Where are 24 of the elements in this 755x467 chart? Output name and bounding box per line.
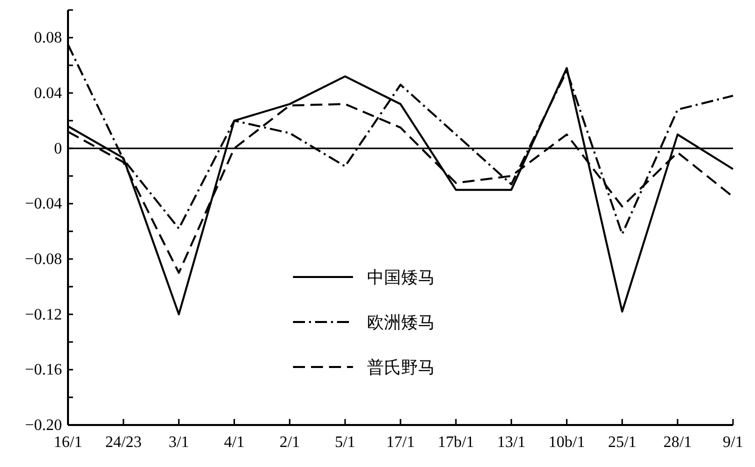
x-tick-label: 24/23 [105,434,142,451]
legend-label: 中国矮马 [367,268,435,287]
y-tick-label: 0.08 [34,30,62,47]
x-tick-label: 3/1 [168,434,190,451]
y-tick-label: 0 [54,140,62,158]
x-tick-label: 28/1 [663,434,692,451]
x-tick-label: 4/1 [224,434,244,451]
y-tick-label: −0.04 [24,196,62,213]
x-tick-label: 10b/1 [548,434,585,451]
y-tick-label: −0.12 [24,306,62,324]
x-tick-label: 17b/1 [438,434,474,451]
x-tick-label: 9/1 [722,434,744,451]
y-tick-label: 0.04 [34,85,62,102]
y-tick-label: −0.08 [24,251,62,268]
x-tick-label: 16/1 [54,434,82,451]
x-tick-label: 5/1 [334,434,356,451]
y-tick-label: −0.16 [24,362,62,379]
x-tick-label: 13/1 [497,434,526,451]
x-tick-label: 17/1 [386,434,415,451]
y-tick-label: −0.20 [24,417,62,434]
x-tick-label: 2/1 [279,434,300,451]
legend-label: 普氏野马 [367,358,435,377]
legend-label: 欧洲矮马 [367,313,435,332]
x-tick-label: 25/1 [608,434,636,451]
